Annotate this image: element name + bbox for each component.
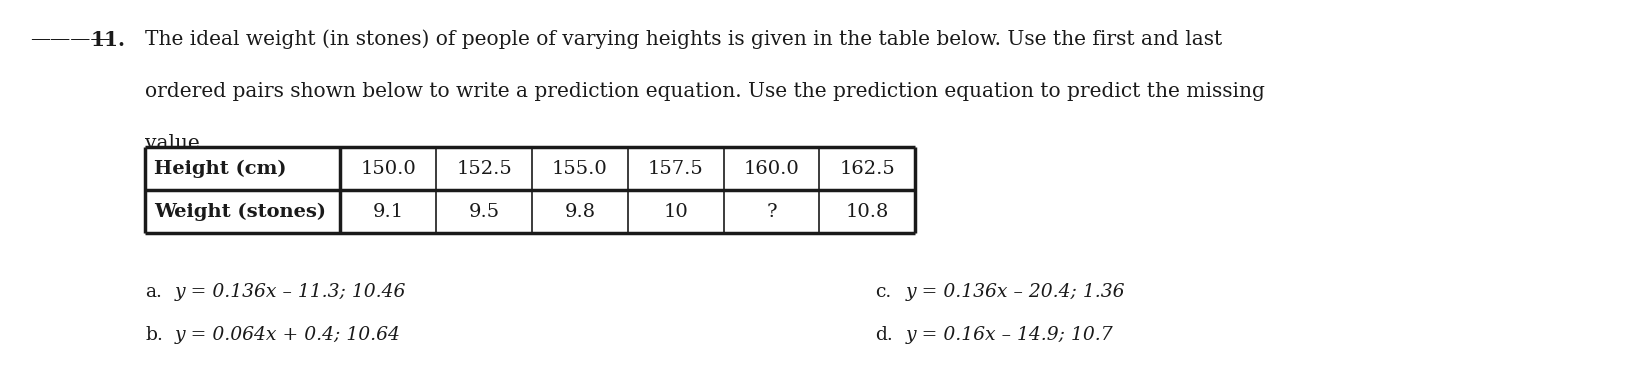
Text: 150.0: 150.0: [360, 160, 416, 178]
Text: 10.8: 10.8: [846, 203, 889, 221]
Text: value.: value.: [145, 134, 206, 153]
Text: y = 0.16x – 14.9; 10.7: y = 0.16x – 14.9; 10.7: [905, 326, 1113, 344]
Text: ?: ?: [767, 203, 776, 221]
Text: ordered pairs shown below to write a prediction equation. Use the prediction equ: ordered pairs shown below to write a pre…: [145, 82, 1265, 101]
Text: 9.8: 9.8: [565, 203, 595, 221]
Text: 152.5: 152.5: [456, 160, 512, 178]
Text: y = 0.136x – 11.3; 10.46: y = 0.136x – 11.3; 10.46: [175, 283, 406, 301]
Text: 155.0: 155.0: [552, 160, 608, 178]
Text: c.: c.: [876, 283, 892, 301]
Text: 162.5: 162.5: [839, 160, 895, 178]
Text: a.: a.: [145, 283, 162, 301]
Text: 10: 10: [664, 203, 687, 221]
Text: d.: d.: [876, 326, 894, 344]
Text: 11.: 11.: [91, 30, 126, 50]
Text: Weight (stones): Weight (stones): [154, 203, 325, 221]
Text: 157.5: 157.5: [648, 160, 704, 178]
Text: The ideal weight (in stones) of people of varying heights is given in the table : The ideal weight (in stones) of people o…: [145, 30, 1222, 50]
Text: Height (cm): Height (cm): [154, 160, 286, 178]
Text: 160.0: 160.0: [743, 160, 800, 178]
Text: y = 0.136x – 20.4; 1.36: y = 0.136x – 20.4; 1.36: [905, 283, 1125, 301]
Text: b.: b.: [145, 326, 164, 344]
Text: ————: ————: [30, 30, 111, 49]
Text: 9.5: 9.5: [469, 203, 499, 221]
Text: 9.1: 9.1: [373, 203, 403, 221]
Text: y = 0.064x + 0.4; 10.64: y = 0.064x + 0.4; 10.64: [175, 326, 401, 344]
